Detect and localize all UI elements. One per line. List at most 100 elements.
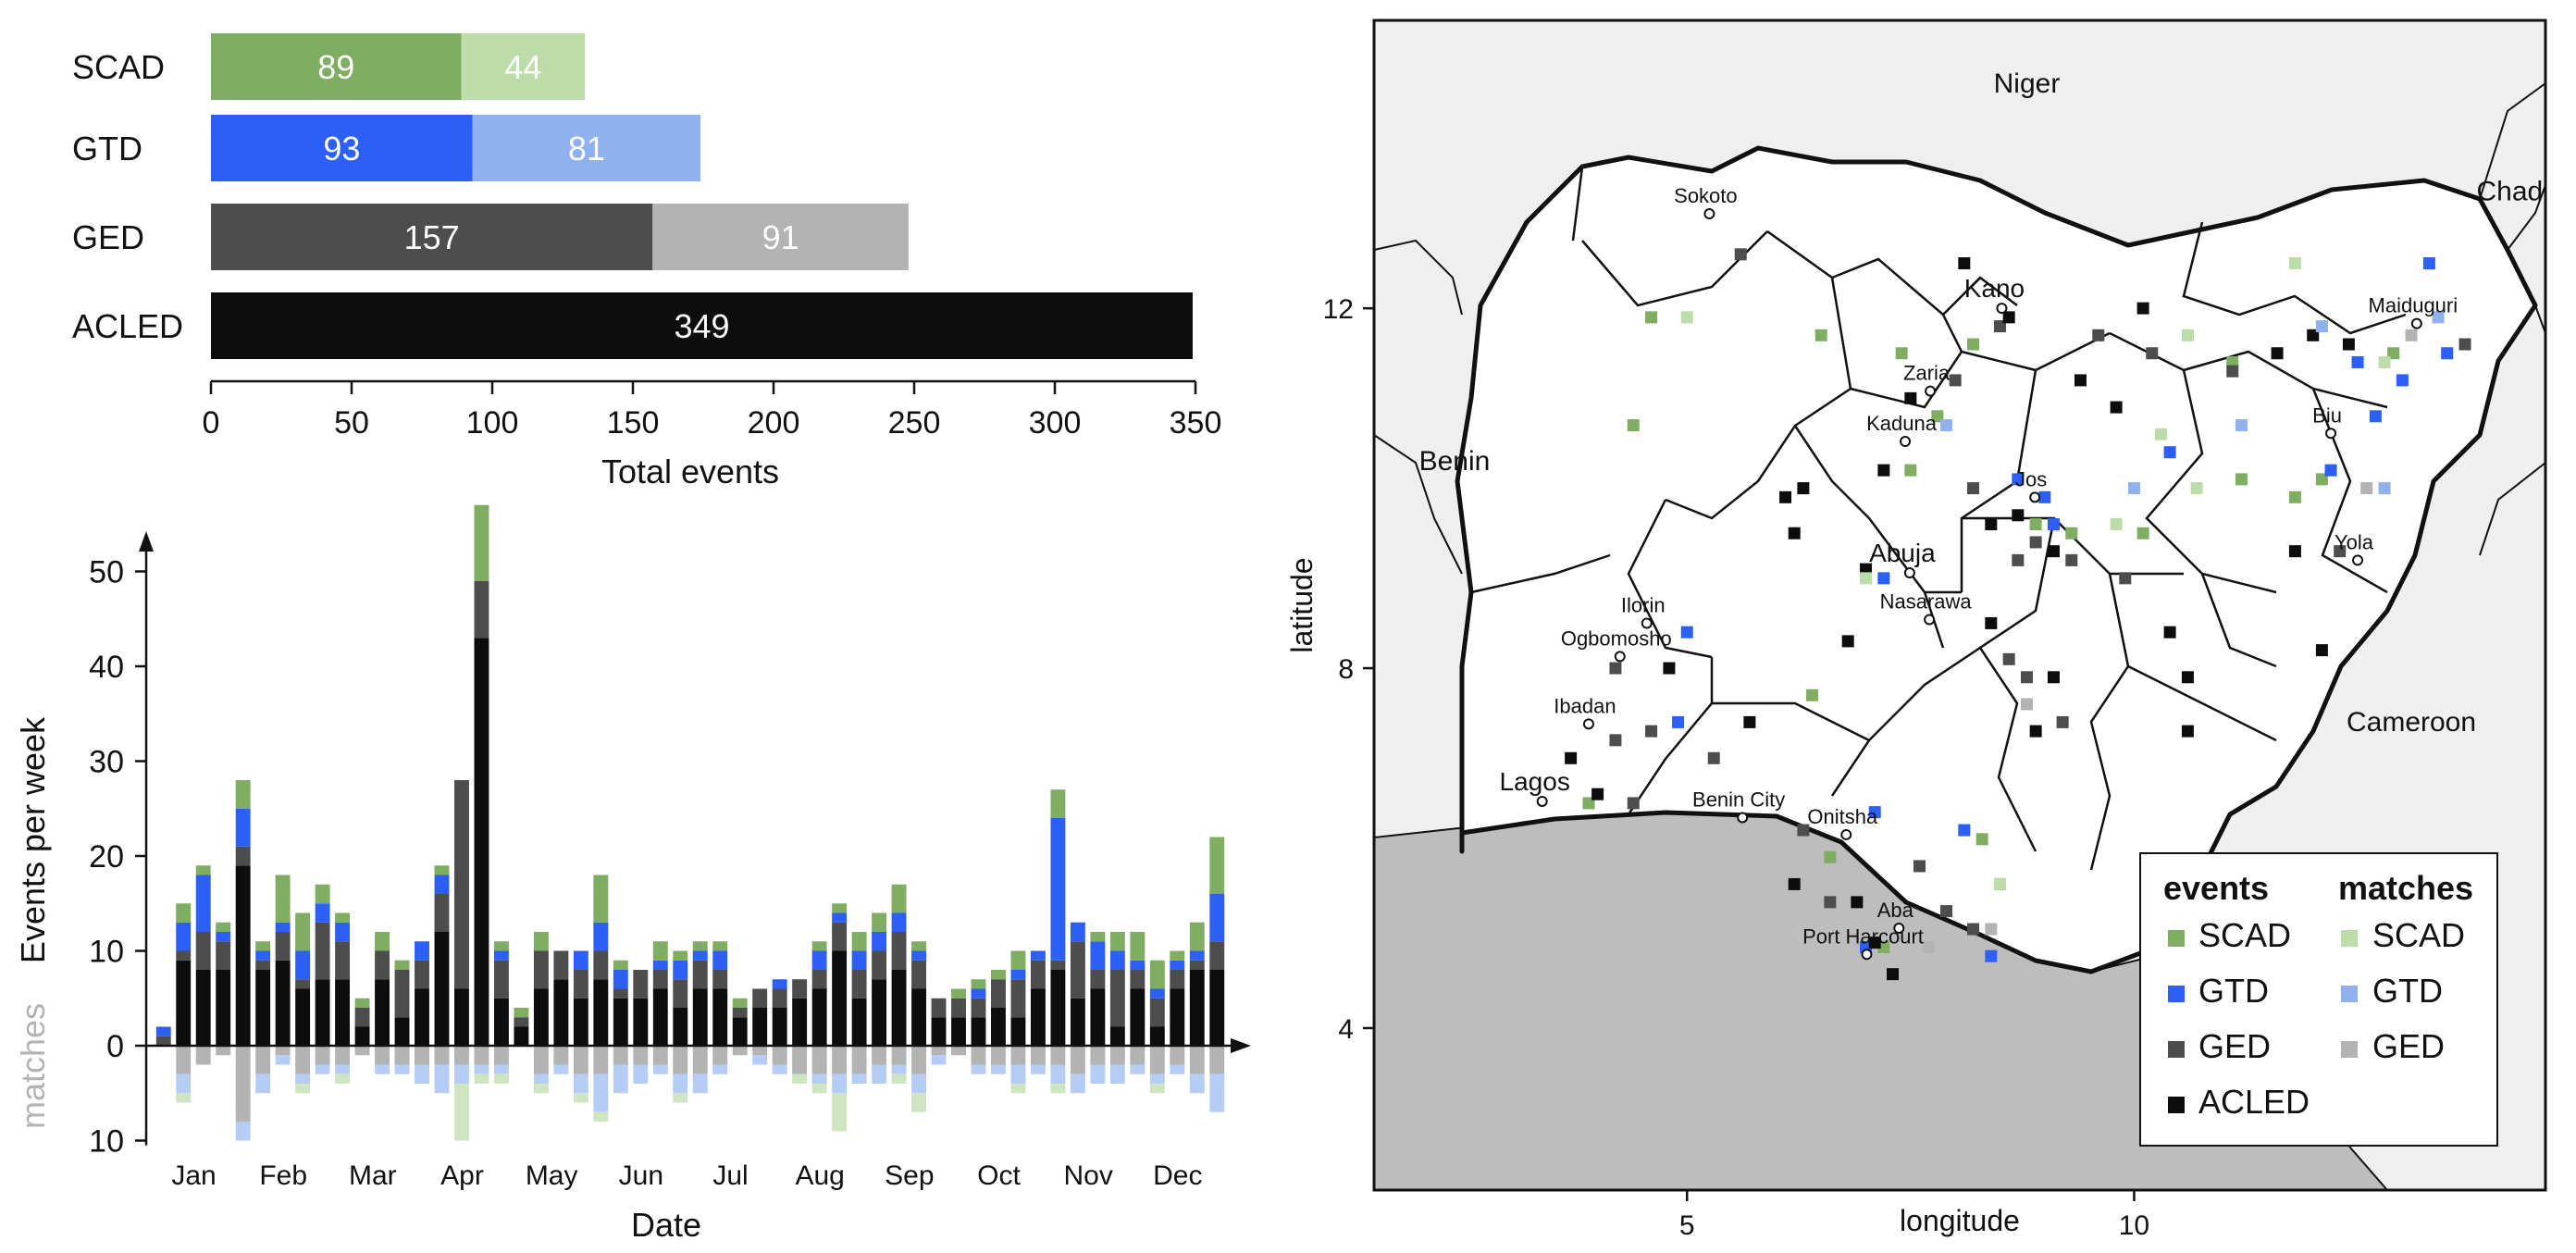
week-bar-gtd	[811, 950, 827, 970]
country-labels: Niger Chad Benin Cameroon	[1419, 68, 2544, 738]
legend-swatch-events-scad	[2168, 930, 2185, 947]
week-bar-acled	[951, 1017, 966, 1046]
bars-x-tick-label: 50	[334, 405, 369, 440]
week-bar-mscad	[1149, 1084, 1165, 1094]
event-point-acled	[2074, 374, 2087, 387]
bar-events-value: 157	[404, 218, 460, 256]
event-point-mged	[2360, 482, 2373, 495]
week-bar-mgtd	[1050, 1064, 1066, 1084]
week-bar-scad	[354, 998, 370, 1008]
event-point-acled	[2271, 347, 2284, 360]
week-bar-mscad	[335, 1073, 351, 1084]
week-bar-mgtd	[872, 1064, 887, 1084]
event-point-ged	[2020, 671, 2033, 684]
week-bar-scad	[712, 941, 728, 951]
event-point-ged	[2334, 545, 2347, 558]
week-bar-ged	[851, 970, 867, 999]
week-bar-gtd	[1030, 950, 1046, 961]
week-bar-gtd	[772, 979, 787, 989]
week-bar-ged	[514, 1017, 529, 1027]
event-point-scad	[1814, 329, 1827, 341]
week-bar-mged	[394, 1046, 410, 1065]
bar-events-value: 93	[323, 130, 360, 167]
event-point-mscad	[2190, 482, 2203, 495]
weekly-stacked-bars: 0 10 20 30 40 50 10 Jan Feb Mar Apr May Jun Jul Aug Sep…	[89, 504, 1251, 1191]
week-bar-ged	[155, 1036, 171, 1046]
event-point-scad	[2065, 527, 2078, 540]
week-bar-mged	[573, 1046, 588, 1074]
week-bar-mged	[1209, 1046, 1225, 1074]
week-bar-ged	[1170, 970, 1185, 989]
city-marker	[1582, 718, 1594, 730]
city-label: Biu	[2312, 403, 2342, 427]
legend-label-events: GTD	[2198, 972, 2269, 1010]
week-bar-mgtd	[891, 1064, 907, 1074]
week-bar-gtd	[255, 950, 271, 961]
week-bar-acled	[394, 1017, 410, 1046]
week-bar-gtd	[1109, 950, 1125, 970]
bars-x-tick-label: 350	[1170, 405, 1222, 440]
week-bar-mscad	[573, 1093, 588, 1103]
bar-events-value: 349	[674, 307, 729, 345]
week-bar-scad	[872, 912, 887, 932]
week-bar-mgtd	[295, 1073, 311, 1084]
week-bar-acled	[295, 988, 311, 1046]
week-bar-scad	[1090, 932, 1106, 942]
city-marker	[2029, 491, 2041, 503]
event-point-acled	[2315, 644, 2328, 657]
week-bar-mged	[434, 1046, 450, 1065]
week-bar-mgtd	[851, 1073, 867, 1084]
matches-y-axis-label: matches	[14, 1003, 52, 1129]
week-bar-mgtd	[335, 1064, 351, 1074]
map-y-tick-label: 4	[1338, 1014, 1354, 1045]
country-label: Benin	[1419, 446, 1491, 477]
week-bar-scad	[911, 941, 926, 951]
event-point-acled	[2110, 401, 2123, 414]
week-bar-acled	[1050, 970, 1066, 1046]
week-bar-mgtd	[772, 1064, 787, 1074]
event-point-acled	[2012, 509, 2025, 522]
bar-matches-value: 44	[504, 48, 541, 86]
week-bar-gtd	[1130, 960, 1146, 970]
city-label: Yola	[2334, 530, 2374, 553]
week-bar-ged	[891, 932, 907, 970]
week-bar-ged	[832, 922, 848, 951]
legend-label-matches: SCAD	[2372, 916, 2465, 954]
week-bar-mgtd	[1170, 1064, 1185, 1074]
week-bar-acled	[514, 1026, 529, 1046]
legend-label-events: ACLED	[2198, 1083, 2310, 1121]
event-point-mscad	[1860, 572, 1873, 585]
event-point-gtd	[2396, 374, 2409, 387]
week-bar-acled	[891, 970, 907, 1046]
bar-matches-scad	[461, 33, 586, 100]
week-bar-mged	[354, 1046, 370, 1056]
week-bar-scad	[732, 998, 748, 1008]
week-bar-acled	[732, 1017, 748, 1046]
week-bar-acled	[1010, 1017, 1026, 1046]
week-bar-mged	[1030, 1046, 1046, 1065]
event-point-acled	[1663, 662, 1676, 675]
week-bar-acled	[533, 988, 549, 1046]
event-point-gtd	[2163, 446, 2176, 459]
event-point-ged	[1707, 751, 1720, 764]
bar-category-label: ACLED	[72, 307, 183, 345]
event-point-gtd	[1672, 715, 1685, 728]
event-point-acled	[1851, 896, 1864, 909]
event-point-scad	[2029, 517, 2042, 530]
event-point-ged	[1966, 482, 1979, 495]
map-frame	[1372, 19, 2547, 1192]
week-bar-acled	[931, 1017, 947, 1046]
event-point-acled	[1788, 877, 1801, 890]
event-point-acled	[2136, 302, 2149, 315]
event-point-ged	[1913, 860, 1926, 873]
event-point-gtd	[1958, 824, 1971, 837]
weekly-x-axis-arrow	[1231, 1038, 1251, 1053]
week-bar-mged	[1130, 1046, 1146, 1065]
weekly-events-svg: 0 10 20 30 40 50 10 Jan Feb Mar Apr May Jun Jul Aug Sep…	[14, 504, 1251, 1244]
week-bar-mged	[1170, 1046, 1185, 1065]
week-bar-mged	[991, 1046, 1006, 1065]
bar-events-scad	[211, 33, 462, 100]
event-point-acled	[1797, 482, 1810, 495]
event-point-ged	[1645, 725, 1658, 738]
legend-label-events: SCAD	[2198, 916, 2291, 954]
